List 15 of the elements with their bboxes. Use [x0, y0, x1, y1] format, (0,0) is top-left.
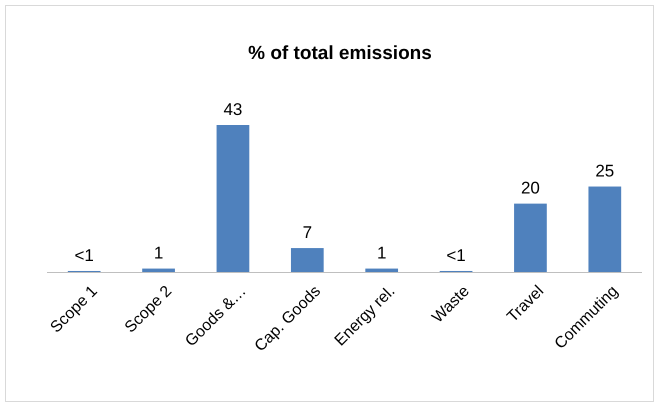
data-label: 1	[154, 244, 164, 263]
bar	[142, 268, 175, 272]
data-label: <1	[446, 246, 466, 265]
data-label: <1	[74, 246, 94, 265]
data-label: 25	[595, 162, 614, 181]
chart-title: % of total emissions	[248, 43, 432, 64]
bar	[216, 125, 250, 272]
data-label: 20	[520, 178, 540, 198]
bar	[290, 248, 324, 272]
bar	[588, 186, 622, 272]
bar	[365, 268, 398, 272]
data-label: 7	[302, 223, 312, 242]
data-label: 43	[223, 100, 242, 119]
bar	[514, 204, 547, 272]
data-label: 1	[376, 244, 386, 263]
